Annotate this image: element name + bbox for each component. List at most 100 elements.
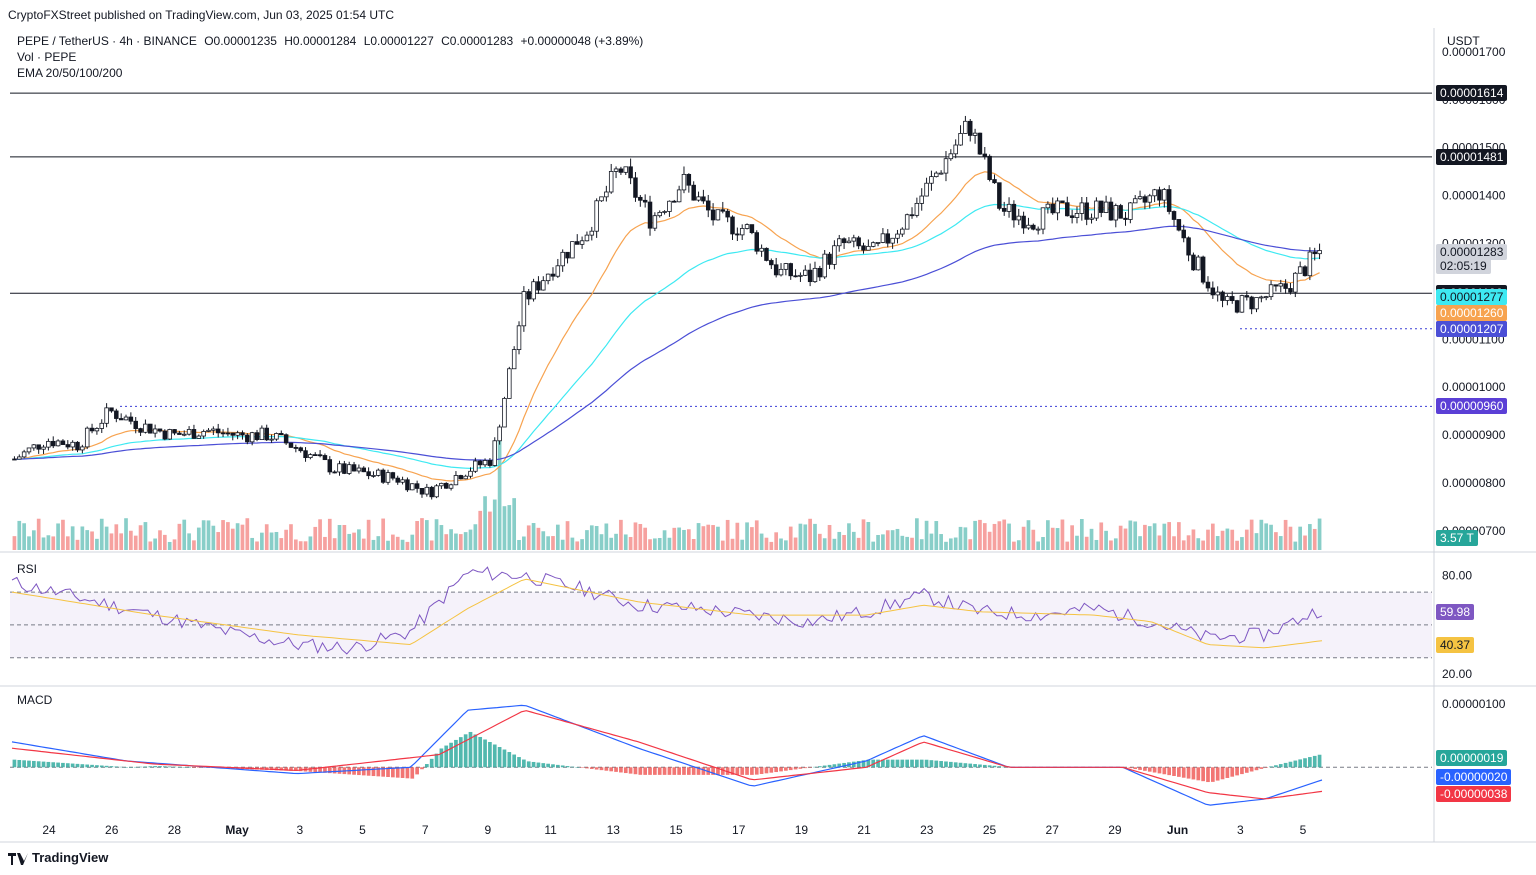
x-tick-label: Jun [1167,823,1188,837]
macd-histogram-bar [784,767,788,771]
candle-body [249,432,255,443]
macd-pane-label: MACD [17,693,53,707]
candle-body [75,441,80,451]
macd-histogram-bar [361,767,366,776]
candle-body [604,191,609,198]
volume-bar [968,539,973,550]
candle-body [31,444,37,449]
macd-histogram-bar [444,745,449,768]
volume-bar [876,534,880,550]
macd-histogram-bar [51,762,56,768]
candle-body [633,177,638,198]
macd-histogram-bar [323,767,327,773]
candle-body [1244,295,1250,298]
volume-bar [1143,524,1147,550]
macd-histogram-bar [555,764,560,768]
macd-histogram-bar [633,767,638,775]
macd-histogram-bar [85,764,90,768]
candle-body [608,171,614,193]
macd-histogram-bar [449,742,453,768]
macd-histogram-bar [357,767,361,776]
candle-body [414,483,420,489]
x-tick-label: 5 [359,823,366,837]
candle-body [342,463,347,474]
volume-bar [488,511,492,550]
volume-bar [1230,529,1235,550]
volume-bar [531,523,536,550]
volume-bar [551,536,555,550]
macd-histogram-bar [75,763,80,768]
volume-bar [725,519,730,550]
x-tick-label: 25 [983,823,997,837]
candle-body [502,398,507,428]
candle-body [662,211,667,213]
volume-bar [779,538,783,550]
macd-histogram-bar [1172,767,1176,776]
candle-body [1166,189,1172,212]
volume-bar [1046,520,1050,550]
candle-body [904,214,910,230]
currency-label[interactable]: USDT [1447,34,1480,48]
ohlc-row: PEPE / TetherUS · 4h · BINANCE O0.000012… [17,33,643,49]
candle-body [114,410,119,419]
candle-body [1312,251,1317,255]
macd-histogram-bar [890,759,895,768]
macd-histogram-bar [488,742,492,768]
macd-histogram-bar [429,758,434,768]
macd-histogram-bar [95,765,99,768]
macd-histogram-bar [46,761,51,768]
candle-body [618,168,624,173]
x-tick-label: 5 [1300,823,1307,837]
candle-body [676,189,682,203]
candle-body [672,200,677,203]
volume-bar [162,534,167,550]
volume-bar [1113,538,1118,550]
volume-bar [788,526,793,550]
macd-histogram-bar [517,757,521,768]
volume-bar [342,524,347,550]
candle-body [1181,229,1186,239]
volume-bar [240,524,245,550]
volume-bar [808,518,812,550]
macd-histogram-bar [391,767,395,778]
volume-bar [289,524,293,550]
candle-body [104,407,109,424]
x-tick-label: 27 [1046,823,1060,837]
volume-bar [56,523,60,550]
candle-body [900,228,905,235]
macd-histogram-bar [1220,767,1225,780]
symbol-label[interactable]: PEPE / TetherUS · 4h · BINANCE [17,34,197,48]
volume-bar [1186,535,1191,550]
candle-body [521,291,527,327]
price-chart[interactable]: 20.00 80.00 0.00000100 24 26 28 May 3 5 7 9 11 13 1… [0,0,1536,848]
ema-100-line [14,225,1320,461]
volume-bar [201,520,206,550]
candle-body [914,202,920,216]
candle-body [744,224,750,229]
candle-body [536,281,541,291]
candle-body [211,428,216,431]
volume-bar [832,538,837,550]
volume-bar [1210,523,1215,550]
candle-body [1084,202,1089,220]
macd-histogram-bar [953,762,958,768]
ema-label[interactable]: EMA 20/50/100/200 [17,66,123,80]
volume-label[interactable]: Vol · PEPE [17,50,77,64]
x-tick-label: 23 [920,823,934,837]
candle-body [410,483,415,491]
candle-body [948,153,954,160]
macd-histogram-bar [1147,767,1152,772]
candle-body [303,450,308,459]
macd-histogram-bar [473,734,478,768]
macd-histogram-bar [866,759,871,768]
macd-histogram-bar [192,767,196,768]
macd-histogram-bar [910,759,914,768]
macd-histogram-bar [619,767,623,773]
candle-body [390,472,396,479]
candle-body [1011,203,1017,221]
x-tick-label: 9 [485,823,492,837]
volume-bar [653,538,657,550]
volume-bar [560,539,565,550]
volume-bar [36,518,41,550]
candle-body [274,433,279,440]
